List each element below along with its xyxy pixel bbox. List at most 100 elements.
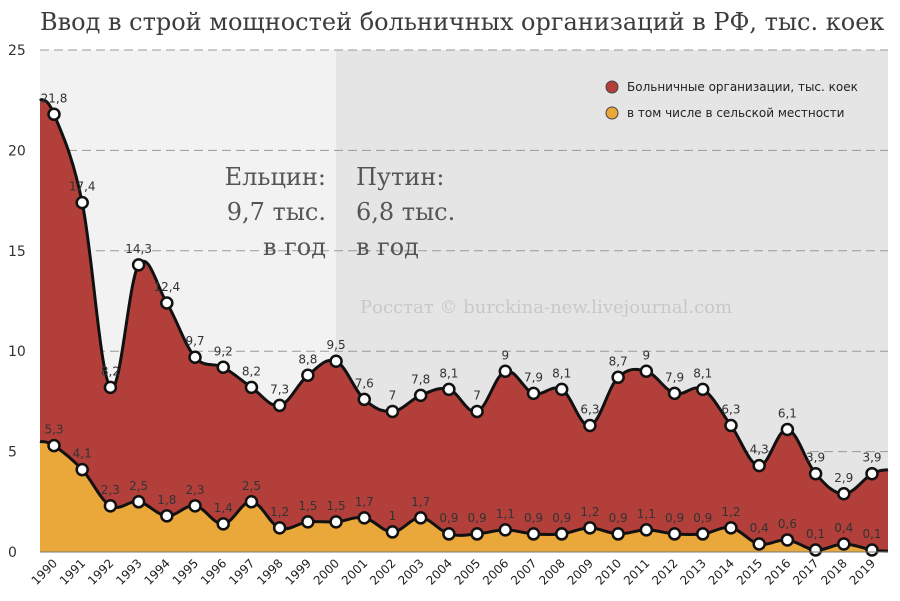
data-point	[357, 392, 372, 407]
rural-area	[40, 441, 888, 552]
data-point	[696, 527, 710, 541]
data-label: 7,8	[411, 372, 430, 386]
data-label: 9,7	[185, 334, 204, 348]
data-label: 2,9	[834, 471, 853, 485]
data-label: 0,4	[750, 521, 769, 535]
data-label: 1,1	[637, 507, 656, 521]
data-point	[301, 368, 315, 383]
y-tick-label: 20	[8, 143, 26, 159]
data-label: 1,8	[157, 493, 176, 507]
data-point	[47, 438, 61, 453]
chart-title: Ввод в строй мощностей больничных органи…	[40, 8, 885, 36]
data-point	[188, 499, 202, 513]
data-point	[103, 499, 118, 513]
x-tick-label: 2004	[424, 556, 455, 587]
data-point	[724, 418, 738, 433]
data-point	[583, 418, 597, 433]
data-label: 0,9	[439, 511, 458, 525]
data-point	[244, 380, 259, 395]
data-point	[611, 527, 625, 541]
data-point	[808, 543, 823, 557]
data-label: 1	[389, 509, 397, 523]
data-point	[442, 527, 456, 541]
legend-label: Больничные организации, тыс. коек	[627, 80, 858, 94]
data-point	[244, 495, 259, 509]
y-tick-label: 10	[8, 344, 26, 360]
data-label: 9,5	[327, 338, 346, 352]
yeltsin-annotation: 9,7 тыс.	[227, 198, 326, 226]
data-label: 0,6	[778, 517, 797, 531]
x-tick-label: 1992	[85, 556, 116, 587]
data-point	[865, 543, 879, 557]
y-tick-label: 15	[8, 244, 26, 260]
data-point	[216, 517, 230, 531]
x-tick-label: 1991	[57, 556, 88, 587]
data-label: 3,9	[862, 451, 881, 465]
data-label: 7,9	[665, 370, 684, 384]
data-point	[865, 466, 879, 481]
data-point	[526, 527, 541, 541]
data-label: 0,9	[552, 511, 571, 525]
x-tick-label: 2006	[480, 556, 511, 587]
putin-annotation: Путин:	[356, 163, 444, 191]
data-point	[272, 521, 287, 535]
data-label: 21,8	[41, 91, 68, 105]
data-label: 1,7	[411, 495, 430, 509]
hospital-total-area	[40, 98, 888, 553]
data-point	[385, 404, 400, 419]
data-point	[160, 296, 174, 310]
x-tick-label: 2015	[734, 556, 765, 587]
x-tick-label: 2014	[706, 556, 737, 587]
x-tick-label: 1994	[141, 556, 172, 587]
data-point	[639, 364, 654, 379]
data-point	[696, 382, 710, 397]
y-tick-label: 25	[8, 43, 26, 59]
data-label: 7,3	[270, 382, 289, 396]
data-point	[780, 422, 795, 437]
x-tick-label: 2007	[508, 556, 539, 587]
data-label: 9,2	[214, 344, 233, 358]
data-label: 8,1	[552, 366, 571, 380]
data-label: 4,1	[73, 447, 92, 461]
data-point	[160, 509, 174, 523]
data-point	[554, 382, 569, 397]
data-label: 6,1	[778, 407, 797, 421]
data-point	[752, 537, 766, 551]
data-markers	[47, 107, 879, 557]
x-tick-label: 2018	[818, 556, 849, 587]
data-point	[131, 258, 146, 272]
data-point	[808, 466, 823, 481]
x-tick-label: 1996	[198, 556, 229, 587]
legend-swatch	[605, 106, 619, 120]
data-label: 12,4	[153, 280, 180, 294]
data-point	[667, 386, 682, 401]
x-tick-label: 2013	[677, 556, 708, 587]
x-tick-label: 2002	[367, 556, 398, 587]
data-point	[413, 511, 428, 525]
legend-swatch	[605, 80, 619, 94]
data-point	[639, 523, 654, 537]
putin-annotation: 6,8 тыс.	[356, 198, 455, 226]
data-label: 6,3	[580, 402, 599, 416]
data-point	[301, 515, 315, 529]
data-point	[611, 370, 625, 385]
data-label: 1,5	[327, 499, 346, 513]
y-tick-label: 5	[8, 445, 17, 461]
x-tick-label: 2016	[762, 556, 793, 587]
data-point	[837, 537, 851, 551]
data-point	[385, 525, 400, 539]
annotations: Ельцин: 9,7 тыс. в год Путин: 6,8 тыс. в год Р…	[225, 163, 732, 318]
data-label: 8,2	[242, 364, 261, 378]
legend-label: в том числе в сельской местности	[627, 106, 844, 120]
y-tick-label: 0	[8, 545, 17, 561]
data-label: 0,1	[862, 527, 881, 541]
data-label: 0,4	[834, 521, 853, 535]
data-label: 7	[389, 388, 397, 402]
x-tick-label: 2012	[649, 556, 680, 587]
data-label: 7,6	[355, 376, 374, 390]
x-tick-label: 1997	[226, 556, 257, 587]
x-tick-label: 2001	[339, 556, 370, 587]
data-label: 0,1	[806, 527, 825, 541]
data-point	[75, 462, 89, 477]
